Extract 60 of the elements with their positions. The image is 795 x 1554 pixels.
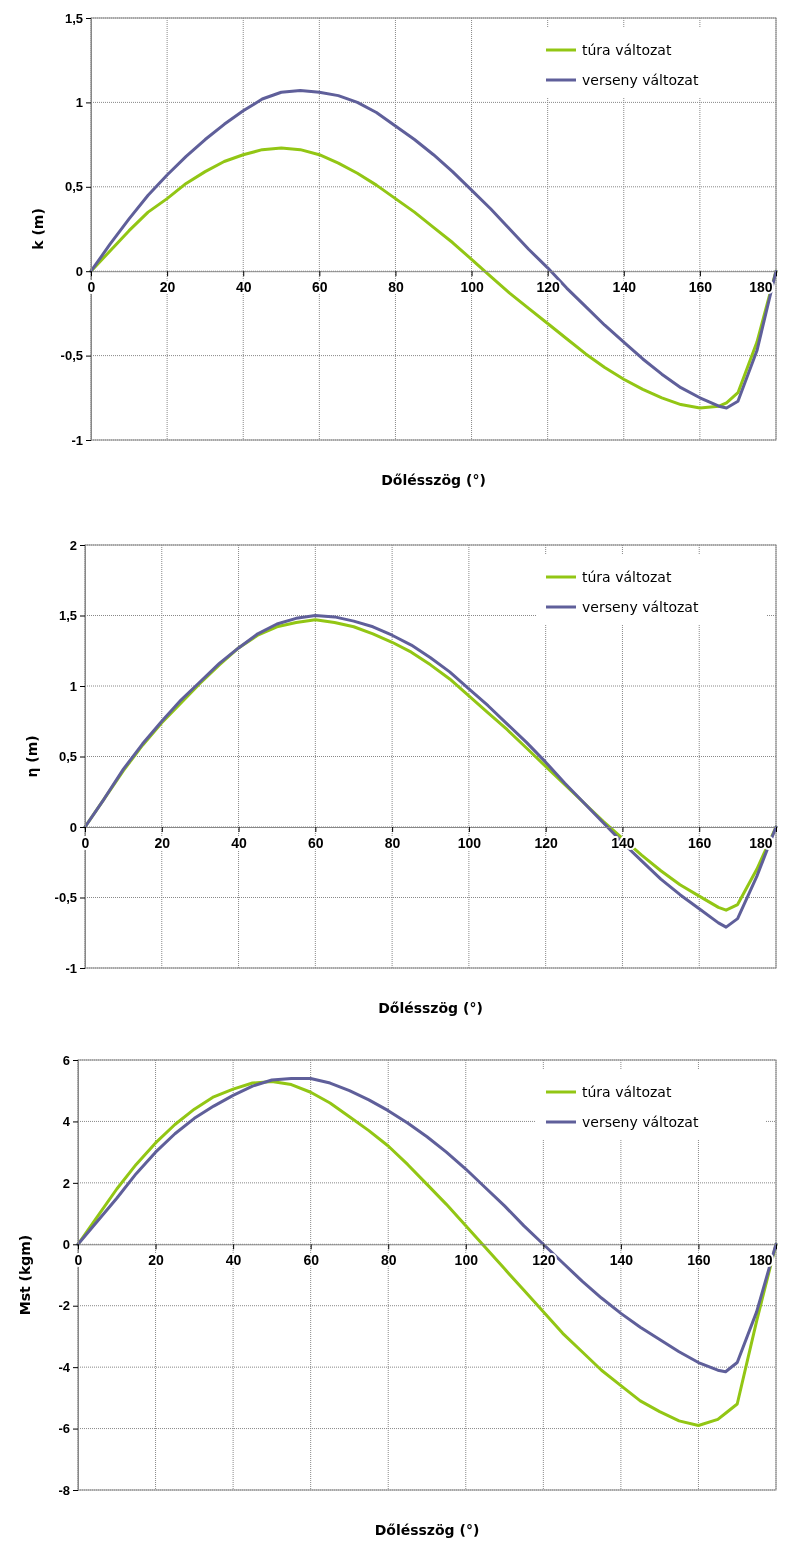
x-tick-label: 160 xyxy=(688,278,713,295)
legend-label: verseny változat xyxy=(582,599,699,615)
y-tick-label: 2 xyxy=(69,537,77,553)
x-tick-label: 40 xyxy=(231,834,248,851)
y-tick-label: 0,5 xyxy=(58,749,77,765)
x-tick-label: 60 xyxy=(308,834,324,851)
y-axis-title: k (m) xyxy=(30,208,46,250)
x-tick-label: 100 xyxy=(454,1251,479,1268)
legend-label: verseny változat xyxy=(582,1114,699,1130)
x-tick-label: 140 xyxy=(612,278,637,295)
y-tick-label: -8 xyxy=(58,1482,70,1498)
y-tick-label: 2 xyxy=(62,1175,70,1191)
line-series xyxy=(89,89,778,410)
x-tick-label: 160 xyxy=(688,834,712,851)
y-tick-label: 0,5 xyxy=(64,179,83,195)
x-tick-label: 100 xyxy=(460,278,484,295)
x-tick-label: 80 xyxy=(384,834,401,851)
y-tick-label: -1 xyxy=(65,960,77,976)
y-tick-label: 6 xyxy=(62,1052,70,1068)
y-tick-label: 1,5 xyxy=(64,10,83,26)
x-tick-label: 60 xyxy=(303,1251,320,1268)
x-tick-label: 40 xyxy=(225,1251,242,1268)
x-tick-label: 60 xyxy=(312,278,328,295)
line-series xyxy=(76,1076,778,1374)
y-axis-title: Mst (kgm) xyxy=(17,1234,33,1316)
legend-label: verseny változat xyxy=(582,72,699,88)
legend-label: túra változat xyxy=(582,1084,672,1100)
x-axis-title: Dőlésszög (°) xyxy=(374,1522,480,1538)
x-tick-label: 20 xyxy=(148,1251,165,1268)
y-tick-label: 1 xyxy=(69,678,77,694)
x-tick-label: 20 xyxy=(159,278,176,295)
y-tick-label: 0 xyxy=(62,1236,70,1252)
y-tick-label: -6 xyxy=(58,1421,70,1437)
y-tick-label: 1 xyxy=(75,95,83,111)
x-tick-label: 100 xyxy=(457,834,482,851)
y-tick-label: 4 xyxy=(62,1114,71,1130)
legend-label: túra változat xyxy=(582,569,672,585)
y-tick-label: 0 xyxy=(69,819,77,835)
legend-label: túra változat xyxy=(582,42,672,58)
y-axis-title: η (m) xyxy=(24,735,40,778)
y-tick-label: -0,5 xyxy=(54,890,77,906)
line-series xyxy=(76,1080,778,1427)
y-tick-label: -0,5 xyxy=(60,348,83,364)
x-tick-label: 120 xyxy=(534,834,559,851)
y-tick-label: 1,5 xyxy=(58,608,77,624)
y-tick-label: -1 xyxy=(71,432,83,448)
x-tick-label: 80 xyxy=(380,1251,397,1268)
y-tick-label: 0 xyxy=(75,263,83,279)
x-tick-label: 140 xyxy=(609,1251,634,1268)
y-tick-label: -4 xyxy=(58,1359,71,1375)
x-tick-label: 160 xyxy=(687,1251,711,1268)
x-tick-label: 120 xyxy=(536,278,561,295)
x-tick-label: 120 xyxy=(532,1251,556,1268)
x-tick-label: 20 xyxy=(154,834,171,851)
x-tick-label: 40 xyxy=(235,278,252,295)
y-tick-label: -2 xyxy=(58,1298,70,1314)
x-tick-label: 0 xyxy=(87,278,96,295)
x-tick-label: 80 xyxy=(388,278,404,295)
x-axis-title: Dőlésszög (°) xyxy=(378,1000,483,1016)
x-axis-title: Dőlésszög (°) xyxy=(381,472,486,488)
